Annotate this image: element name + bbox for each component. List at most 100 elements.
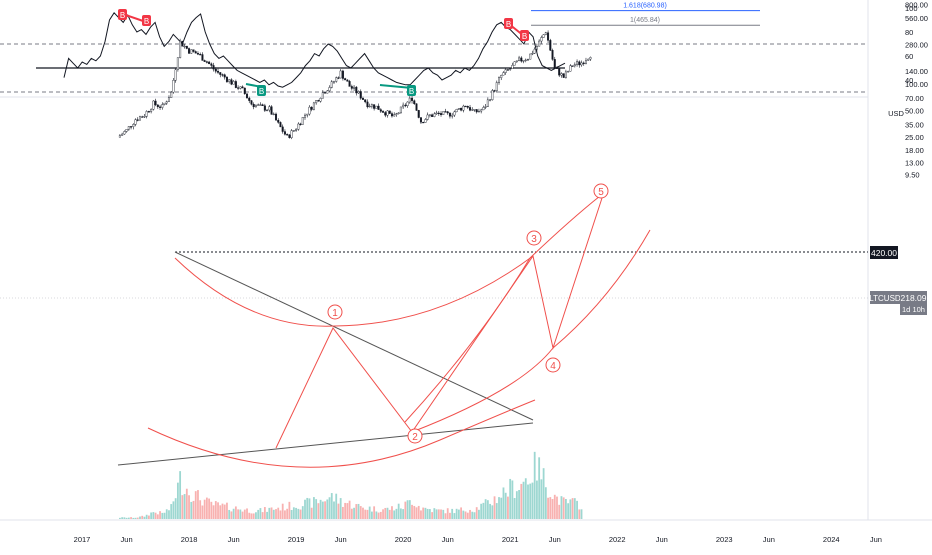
candle-body-15	[152, 100, 155, 110]
rsi-panel[interactable]: B B B B B B 100 80 60 40	[0, 4, 918, 96]
candle-body-100	[341, 70, 344, 79]
volume-bar-37	[201, 505, 204, 519]
bear-divergence-label-1[interactable]: B	[118, 9, 127, 20]
svg-text:B: B	[144, 17, 149, 26]
wave-label-1[interactable]: 1	[327, 304, 343, 320]
volume-bar-196	[556, 496, 558, 519]
volume-bar-170	[498, 497, 500, 519]
candle-body-164	[484, 106, 487, 108]
volume-bar-4	[127, 517, 130, 519]
volume-bar-190	[542, 468, 545, 519]
volume-bar-117	[379, 511, 382, 519]
price-panel[interactable]: 1 2 3 4 5 4.236(1592.36)3.618(1377.22)2.…	[0, 0, 932, 519]
volume-bar-14	[150, 512, 153, 519]
candle-body-94	[328, 87, 331, 92]
time-tick-label-11: Jun	[656, 535, 668, 544]
candle-body-32	[190, 49, 193, 54]
candle-body-156	[466, 106, 469, 108]
candle-body-141	[433, 113, 436, 117]
candle-body-136	[422, 121, 425, 124]
wave-path	[275, 194, 604, 449]
volume-bar-20	[163, 512, 166, 519]
candle-body-171	[500, 74, 503, 78]
candle-body-21	[165, 101, 168, 104]
candle-body-137	[424, 119, 427, 123]
candle-body-70	[275, 113, 278, 121]
time-tick-label-7: Jun	[442, 535, 454, 544]
candle-body-192	[547, 32, 550, 41]
candle-body-63	[259, 104, 262, 106]
candle-body-207	[580, 62, 583, 66]
time-tick-label-3: Jun	[228, 535, 240, 544]
volume-bar-192	[547, 497, 549, 519]
svg-text:2: 2	[412, 432, 418, 443]
level-420-label[interactable]: 420.00	[870, 246, 898, 259]
volume-bar-79	[295, 507, 297, 519]
time-axis[interactable]: 2017 Jun 2018 Jun 2019 Jun 2020 Jun 2021 Jun 2022 J…	[74, 535, 882, 544]
candle-body-72	[279, 122, 282, 128]
volume-bar-103	[348, 500, 351, 519]
candle-body-71	[277, 119, 280, 123]
volume-bar-65	[263, 507, 266, 519]
bull-divergence-label-2[interactable]: B	[407, 85, 416, 96]
candle-body-2	[123, 131, 126, 135]
time-tick-label-1: Jun	[121, 535, 133, 544]
bear-divergence-label-3[interactable]: B	[504, 18, 513, 29]
price-axis[interactable]: 3400.002400.001600.001100.00800.00560.00…	[905, 0, 932, 179]
volume-bar-46	[221, 503, 224, 519]
volume-bar-156	[466, 512, 469, 519]
volume-bar-130	[408, 500, 411, 519]
candle-body-6	[132, 124, 135, 127]
candle-body-135	[419, 117, 422, 123]
rsi-axis[interactable]: 100 80 60 40	[905, 4, 918, 85]
candle-body-147	[446, 111, 449, 114]
candle-body-200	[564, 71, 567, 78]
volume-bar-138	[426, 508, 429, 519]
bear-divergence-label-2[interactable]: B	[142, 15, 151, 26]
volume-bar-181	[522, 481, 525, 519]
bear-divergence-label-4[interactable]: B	[520, 30, 529, 41]
candle-body-55	[241, 86, 244, 89]
volume-bar-36	[199, 500, 202, 519]
volume-bar-204	[573, 498, 576, 519]
svg-text:3: 3	[531, 234, 537, 245]
candle-body-107	[357, 91, 360, 94]
candle-body-11	[143, 116, 146, 118]
volume-bar-165	[486, 500, 489, 519]
fibonacci-extension[interactable]: 4.236(1592.36)3.618(1377.22)2.618(1029.1…	[531, 0, 760, 26]
candle-body-155	[464, 105, 467, 108]
candle-body-74	[283, 131, 286, 135]
volume-bar-143	[437, 509, 440, 519]
candle-body-51	[232, 81, 235, 85]
candle-body-40	[208, 61, 211, 65]
bull-divergence-line-2	[379, 84, 413, 89]
price-tick-label-11: 35.00	[905, 120, 924, 129]
candle-body-98	[337, 77, 340, 79]
volume-bar-61	[255, 512, 257, 519]
volume-bar-137	[424, 507, 427, 519]
volume-bar-49	[228, 509, 231, 519]
wave-label-5[interactable]: 5	[593, 183, 609, 199]
candle-body-206	[578, 61, 581, 66]
volume-bar-153	[460, 507, 462, 519]
volume-bar-34	[194, 491, 197, 519]
candle-body-57	[246, 93, 249, 99]
candle-body-5	[130, 126, 133, 128]
symbol-price-label[interactable]: LTCUSD 218.09 1d 10h	[869, 291, 927, 315]
candle-body-204	[573, 64, 576, 67]
wave-label-2[interactable]: 2	[407, 428, 423, 444]
candle-body-179	[518, 57, 521, 62]
wave-label-3[interactable]: 3	[526, 230, 542, 246]
volume-bar-44	[217, 502, 219, 519]
volume-bar-78	[292, 507, 295, 519]
candle-body-144	[440, 113, 443, 115]
candle-body-35	[196, 53, 199, 55]
wave-label-4[interactable]: 4	[545, 357, 561, 373]
candle-body-102	[346, 79, 349, 82]
candle-body-106	[355, 86, 358, 94]
candle-body-201	[567, 71, 570, 73]
bull-divergence-label-1[interactable]: B	[257, 85, 266, 96]
triangle-lower-trendline	[117, 422, 534, 466]
